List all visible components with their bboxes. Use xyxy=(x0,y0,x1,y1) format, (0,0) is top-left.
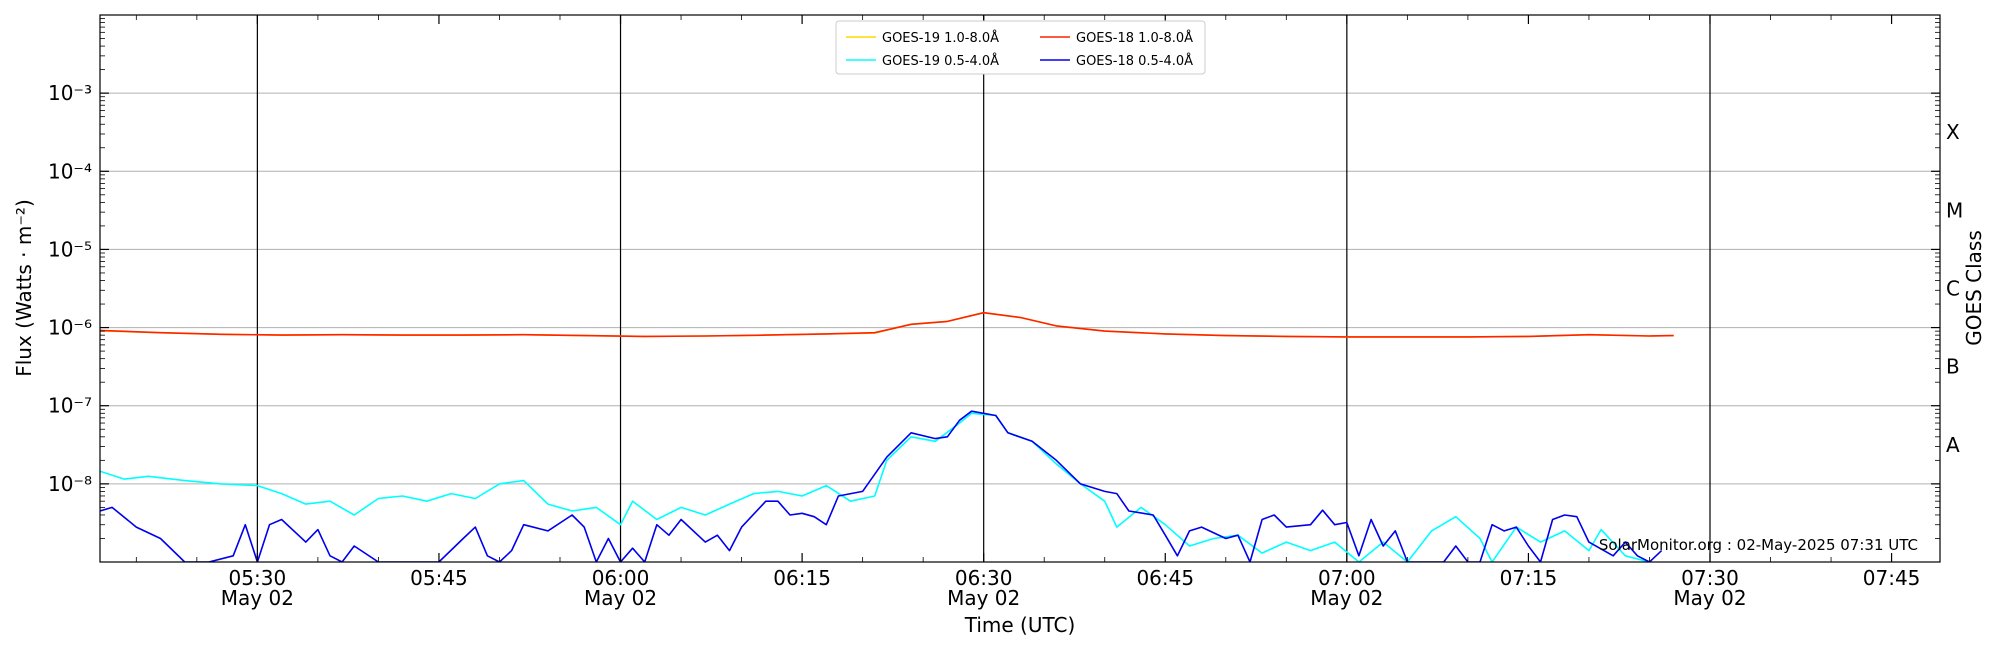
x-axis-title: Time (UTC) xyxy=(964,613,1076,637)
credit-text: SolarMonitor.org : 02-May-2025 07:31 UTC xyxy=(1599,536,1918,554)
x-tick-label: 07:00 xyxy=(1318,566,1376,590)
x-tick-date-label: May 02 xyxy=(221,586,294,610)
goes-class-label: C xyxy=(1946,277,1960,301)
y-tick-label: 10⁻³ xyxy=(48,81,92,105)
plot-frame xyxy=(99,14,1941,563)
x-tick-date-label: May 02 xyxy=(947,586,1020,610)
goes-class-label: B xyxy=(1946,355,1960,379)
x-tick-label: 05:30 xyxy=(229,566,287,590)
x-tick-label: 06:15 xyxy=(773,566,831,590)
legend-label: GOES-18 0.5-4.0Å xyxy=(1076,53,1193,69)
legend-label: GOES-18 1.0-8.0Å xyxy=(1076,30,1193,46)
y-tick-label: 10⁻⁴ xyxy=(48,159,92,183)
series-lines xyxy=(100,311,1674,562)
horizontal-gridlines xyxy=(100,92,1940,485)
y-tick-label: 10⁻⁸ xyxy=(48,472,92,496)
x-tick-label: 07:15 xyxy=(1500,566,1558,590)
legend-box xyxy=(835,20,1206,75)
x-tick-date-label: May 02 xyxy=(584,586,657,610)
goes-class-label: A xyxy=(1946,433,1960,457)
x-tick-label: 06:45 xyxy=(1136,566,1194,590)
y-tick-label: 10⁻⁷ xyxy=(48,394,92,418)
plot-area xyxy=(100,15,1940,562)
y-tick-label: 10⁻⁶ xyxy=(48,316,92,340)
x-tick-label: 06:00 xyxy=(592,566,650,590)
goes-class-label: M xyxy=(1946,198,1963,222)
series-line xyxy=(100,412,1650,562)
time-marker-lines xyxy=(256,15,1711,562)
y-tick-labels: 10⁻³ 10⁻⁴ 10⁻⁵ 10⁻⁶ 10⁻⁷ 10⁻⁸ xyxy=(48,81,92,496)
y-axis-title: Flux (Watts · m⁻²) xyxy=(12,199,36,377)
series-line xyxy=(100,410,1663,562)
series-line xyxy=(100,311,1674,338)
x-tick-label: 06:30 xyxy=(955,566,1013,590)
y2-axis-title: GOES Class xyxy=(1962,230,1986,346)
axis-ticks xyxy=(100,15,1940,562)
goes-class-label: X xyxy=(1946,120,1960,144)
x-tick-date-label: May 02 xyxy=(1310,586,1383,610)
legend: GOES-19 1.0-8.0Å GOES-19 0.5-4.0Å GOES-18 … xyxy=(835,20,1206,75)
y-tick-label: 10⁻⁵ xyxy=(48,237,92,261)
goes-class-labels: A B C M X xyxy=(1946,120,1963,457)
x-tick-label: 07:45 xyxy=(1863,566,1921,590)
x-tick-label: 07:30 xyxy=(1681,566,1739,590)
x-tick-date-label: May 02 xyxy=(1673,586,1746,610)
legend-label: GOES-19 0.5-4.0Å xyxy=(882,53,999,69)
x-tick-label: 05:45 xyxy=(410,566,468,590)
legend-label: GOES-19 1.0-8.0Å xyxy=(882,30,999,46)
